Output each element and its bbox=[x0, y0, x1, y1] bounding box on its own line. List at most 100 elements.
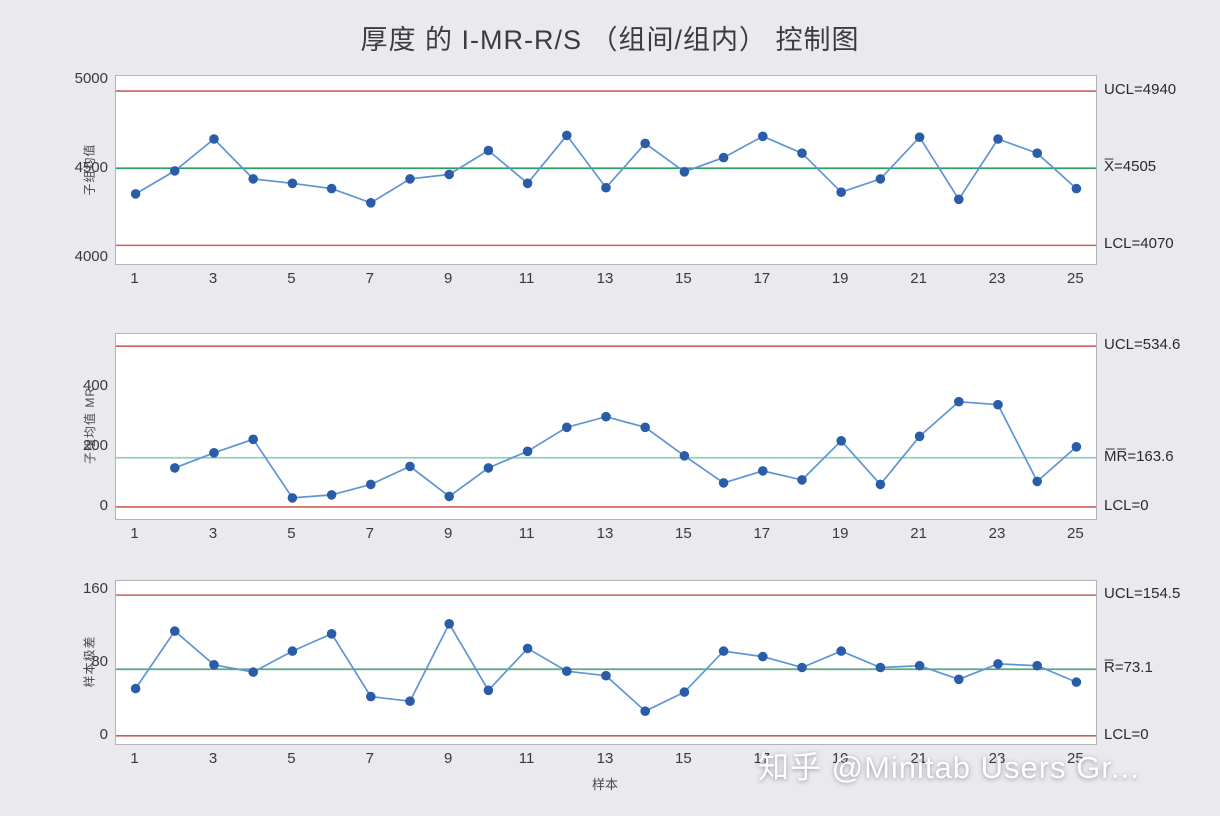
data-point bbox=[954, 674, 964, 685]
x-tick-label: 15 bbox=[675, 525, 692, 542]
data-point bbox=[483, 463, 494, 473]
data-point bbox=[1071, 183, 1082, 194]
data-point bbox=[130, 683, 141, 694]
x-tick-label: 9 bbox=[444, 750, 453, 767]
x-tick-label: 3 bbox=[208, 270, 218, 287]
x-tick-label: 15 bbox=[675, 270, 692, 287]
x-tick-label: 21 bbox=[910, 750, 927, 767]
x-tick-label: 23 bbox=[988, 525, 1006, 542]
data-point bbox=[797, 662, 807, 673]
data-point bbox=[758, 131, 768, 142]
data-point bbox=[366, 691, 376, 702]
data-point bbox=[326, 490, 337, 500]
data-point bbox=[248, 434, 258, 445]
x-tick-label: 11 bbox=[518, 750, 535, 767]
x-tick-label: 19 bbox=[831, 750, 849, 767]
x-tick-label: 7 bbox=[365, 270, 374, 287]
data-point bbox=[836, 646, 846, 656]
x-tick-label: 5 bbox=[287, 270, 296, 287]
x-tick-label: 7 bbox=[365, 525, 374, 542]
data-point bbox=[1071, 677, 1082, 687]
data-point bbox=[170, 166, 180, 176]
data-point bbox=[836, 187, 846, 197]
data-point bbox=[679, 167, 690, 177]
ucl-label: UCL=4940 bbox=[1104, 81, 1177, 99]
y-tick-label: 4000 bbox=[74, 247, 108, 265]
data-point bbox=[130, 189, 141, 199]
ucl-label: UCL=534.6 bbox=[1104, 336, 1181, 354]
data-point bbox=[993, 134, 1003, 144]
x-tick-label: 5 bbox=[287, 750, 296, 767]
center-label: M̅R̅=163.6 bbox=[1104, 447, 1174, 465]
data-point bbox=[718, 152, 729, 163]
moving-range-plot-area bbox=[115, 333, 1097, 520]
x-tick-label: 17 bbox=[753, 270, 771, 287]
lcl-label: LCL=0 bbox=[1104, 496, 1149, 514]
x-tick-label: 19 bbox=[831, 270, 849, 287]
data-point bbox=[522, 643, 533, 654]
data-point bbox=[718, 646, 729, 656]
data-point bbox=[718, 478, 729, 488]
data-point bbox=[1032, 660, 1042, 671]
data-point bbox=[287, 493, 298, 503]
data-point bbox=[679, 687, 690, 697]
x-tick-label: 7 bbox=[365, 750, 374, 767]
data-point bbox=[170, 463, 180, 473]
data-point bbox=[875, 662, 886, 673]
data-point bbox=[1032, 148, 1042, 158]
data-point bbox=[522, 446, 533, 457]
data-series-line bbox=[174, 400, 1077, 499]
data-point bbox=[209, 448, 219, 458]
data-point bbox=[209, 134, 219, 144]
x-tick-label: 11 bbox=[518, 525, 535, 542]
x-tick-label: 25 bbox=[1067, 525, 1084, 542]
data-point bbox=[248, 667, 258, 677]
x-tick-label: 19 bbox=[831, 525, 849, 542]
chart-title: 厚度 的 I-MR-R/S （组间/组内） 控制图 bbox=[360, 25, 860, 55]
data-point bbox=[248, 174, 258, 184]
x-tick-label: 13 bbox=[596, 525, 614, 542]
data-point bbox=[405, 174, 415, 184]
data-point bbox=[640, 706, 650, 716]
data-point bbox=[797, 148, 807, 158]
data-point bbox=[483, 145, 494, 156]
data-point bbox=[1071, 442, 1082, 452]
data-point bbox=[993, 399, 1003, 410]
x-tick-label: 21 bbox=[910, 525, 927, 542]
y-tick-label: 4500 bbox=[74, 159, 108, 177]
x-tick-label: 3 bbox=[208, 750, 218, 767]
data-point bbox=[914, 660, 925, 671]
x-tick-label: 9 bbox=[444, 525, 453, 542]
data-point bbox=[875, 174, 886, 184]
data-point bbox=[1032, 476, 1042, 487]
y-tick-label: 0 bbox=[99, 725, 108, 743]
data-point bbox=[914, 431, 925, 442]
data-point bbox=[287, 178, 298, 189]
data-point bbox=[405, 461, 415, 472]
x-tick-label: 15 bbox=[675, 750, 692, 767]
center-label: X̅=4505 bbox=[1104, 158, 1157, 176]
data-point bbox=[836, 436, 846, 446]
x-tick-label: 1 bbox=[130, 750, 139, 767]
x-tick-label: 11 bbox=[518, 270, 535, 287]
data-point bbox=[405, 696, 415, 706]
data-point bbox=[954, 396, 964, 407]
data-point bbox=[679, 451, 690, 461]
x-tick-label: 17 bbox=[753, 525, 771, 542]
data-point bbox=[562, 130, 572, 141]
x-tick-label: 17 bbox=[753, 750, 771, 767]
data-point bbox=[758, 651, 768, 662]
data-point bbox=[601, 411, 611, 422]
data-point bbox=[993, 659, 1003, 669]
x-tick-label: 1 bbox=[130, 525, 139, 542]
data-point bbox=[444, 169, 455, 180]
watermark: 知乎 @Minitab Users Gr... bbox=[758, 750, 1140, 785]
data-point bbox=[875, 479, 886, 490]
data-point bbox=[562, 666, 572, 676]
data-point bbox=[444, 619, 455, 629]
data-point bbox=[797, 475, 807, 485]
x-tick-label: 5 bbox=[287, 525, 296, 542]
lcl-label: LCL=0 bbox=[1104, 725, 1149, 743]
data-point bbox=[170, 626, 180, 636]
data-point bbox=[758, 466, 768, 476]
